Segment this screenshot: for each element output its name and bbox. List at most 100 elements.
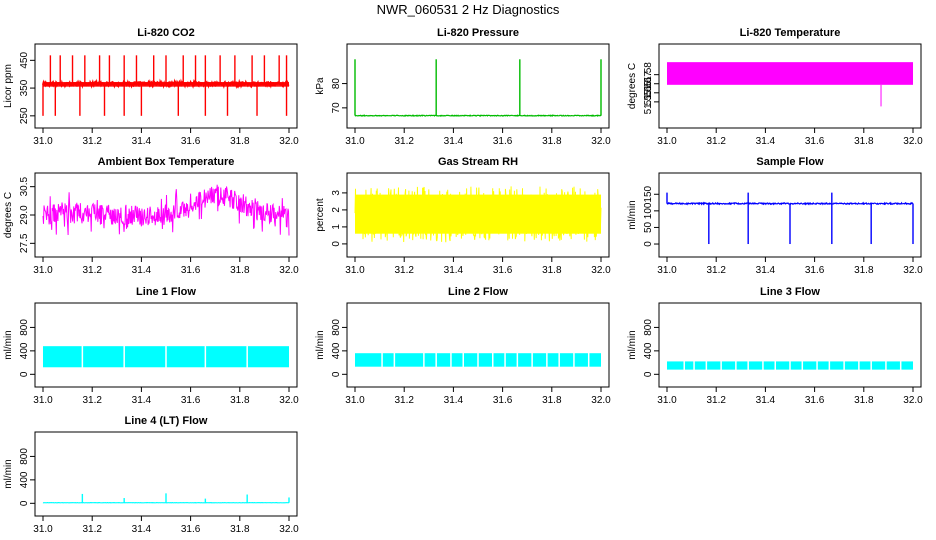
x-tick-label: 31.8 [854,395,874,406]
y-tick-label: 400 [19,471,30,488]
x-tick-label: 31.4 [444,265,464,276]
y-axis: 27.5 29.0 30.5 [19,176,35,253]
x-tick-label: 31.2 [82,524,102,535]
x-tick-label: 31.2 [82,136,102,147]
x-tick-label: 31.2 [706,395,726,406]
plot-frame [34,302,298,388]
data-series [354,59,602,118]
x-axis: 31.0 31.2 31.4 31.6 31.8 32.0 [33,256,299,276]
x-tick-label: 31.6 [805,395,825,406]
x-tick-label: 32.0 [279,524,299,535]
x-tick-label: 31.8 [854,265,874,276]
x-axis: 31.0 31.2 31.4 31.6 31.8 32.0 [657,386,923,406]
x-tick-label: 31.4 [132,524,152,535]
x-axis: 31.0 31.2 31.4 31.6 31.8 32.0 [345,386,611,406]
series-band [667,62,913,85]
x-tick-label: 31.6 [181,136,201,147]
x-tick-label: 31.4 [132,395,152,406]
y-tick-label: 29.0 [19,205,30,225]
chart-panel-line1: Line 1 Flow ml/min 31.0 31.2 31.4 31.6 31.8 32.… [3,286,299,406]
y-tick-label: 400 [643,342,654,359]
chart-panel-ambient: Ambient Box Temperature degrees C 31.0 31.2… [3,156,299,276]
x-tick-label: 31.0 [33,265,53,276]
x-tick-label: 31.2 [82,265,102,276]
x-tick-label: 32.0 [903,265,923,276]
y-tick-label: 150 [643,185,654,202]
x-axis: 31.0 31.2 31.4 31.6 31.8 32.0 [33,127,299,147]
data-series [42,55,290,116]
chart-title: Li-820 Temperature [740,27,841,39]
plot-frame [346,302,610,388]
x-tick-label: 31.4 [132,136,152,147]
y-tick-label: 0 [331,371,342,377]
y-tick-label: 0 [643,241,654,247]
x-tick-label: 31.6 [181,524,201,535]
x-tick-label: 31.2 [394,136,414,147]
x-tick-label: 32.0 [903,136,923,147]
x-tick-label: 32.0 [591,395,611,406]
chart-title: Ambient Box Temperature [98,156,235,168]
data-series [667,360,913,371]
x-tick-label: 31.6 [493,395,513,406]
y-tick-label: 80 [331,78,342,90]
chart-title: Sample Flow [756,156,824,168]
x-tick-label: 31.2 [394,395,414,406]
data-series [667,62,913,107]
chart-title: Line 3 Flow [760,286,820,298]
x-tick-label: 31.6 [493,136,513,147]
x-tick-label: 32.0 [279,265,299,276]
y-axis: 70 80 [331,78,347,113]
x-tick-label: 32.0 [279,395,299,406]
y-axis-label: degrees C [3,192,14,238]
y-tick-label: 1 [331,224,342,230]
y-tick-label: 0 [331,241,342,247]
chart-panel-pressure: Li-820 Pressure kPa 31.0 31.2 31.4 31.6 31.8 32… [315,27,611,147]
y-tick-label: 0 [19,500,30,506]
y-tick-label: 800 [19,448,30,465]
x-tick-label: 31.6 [493,265,513,276]
y-tick-label: 800 [331,319,342,336]
chart-title: Gas Stream RH [438,156,518,168]
x-axis: 31.0 31.2 31.4 31.6 31.8 32.0 [33,515,299,535]
y-tick-label: 400 [331,342,342,359]
x-tick-label: 32.0 [591,265,611,276]
x-tick-label: 31.0 [345,136,365,147]
y-tick-label: 400 [19,342,30,359]
data-series [666,192,914,245]
y-axis: 0 400 800 [331,319,347,377]
x-tick-label: 31.4 [756,265,776,276]
chart-panel-sample: Sample Flow ml/min 31.0 31.2 31.4 31.6 31.8 32.… [627,156,923,276]
y-tick-label: 0 [643,371,654,377]
x-tick-label: 31.8 [542,265,562,276]
y-tick-label: 3 [331,190,342,196]
x-tick-label: 32.0 [591,136,611,147]
y-axis-label: ml/min [3,330,14,359]
y-tick-label: 51.57 [643,71,654,96]
y-tick-label: 51.58 [643,62,654,87]
x-tick-label: 31.4 [444,395,464,406]
y-tick-label: 800 [19,319,30,336]
y-axis: 0 1 2 3 [331,190,347,247]
plot-frame [658,302,922,388]
x-tick-label: 31.8 [542,136,562,147]
x-tick-label: 31.6 [181,395,201,406]
x-axis: 31.0 31.2 31.4 31.6 31.8 32.0 [345,127,611,147]
chart-panel-line2: Line 2 Flow ml/min 31.0 31.2 31.4 31.6 31.8 32.… [315,286,611,406]
y-axis: 0 400 800 [19,448,35,506]
x-tick-label: 31.0 [345,265,365,276]
y-axis-label: degrees C [627,63,638,109]
y-axis-label: percent [315,198,326,232]
y-axis-label: kPa [315,77,326,95]
y-tick-label: 2 [331,207,342,213]
x-axis: 31.0 31.2 31.4 31.6 31.8 32.0 [657,256,923,276]
y-axis-label: ml/min [315,330,326,359]
chart-panel-rh: Gas Stream RH percent 31.0 31.2 31.4 31.6 31.8… [315,156,611,276]
y-axis-label: ml/min [627,200,638,229]
data-series [43,345,289,369]
y-tick-label: 27.5 [19,233,30,253]
